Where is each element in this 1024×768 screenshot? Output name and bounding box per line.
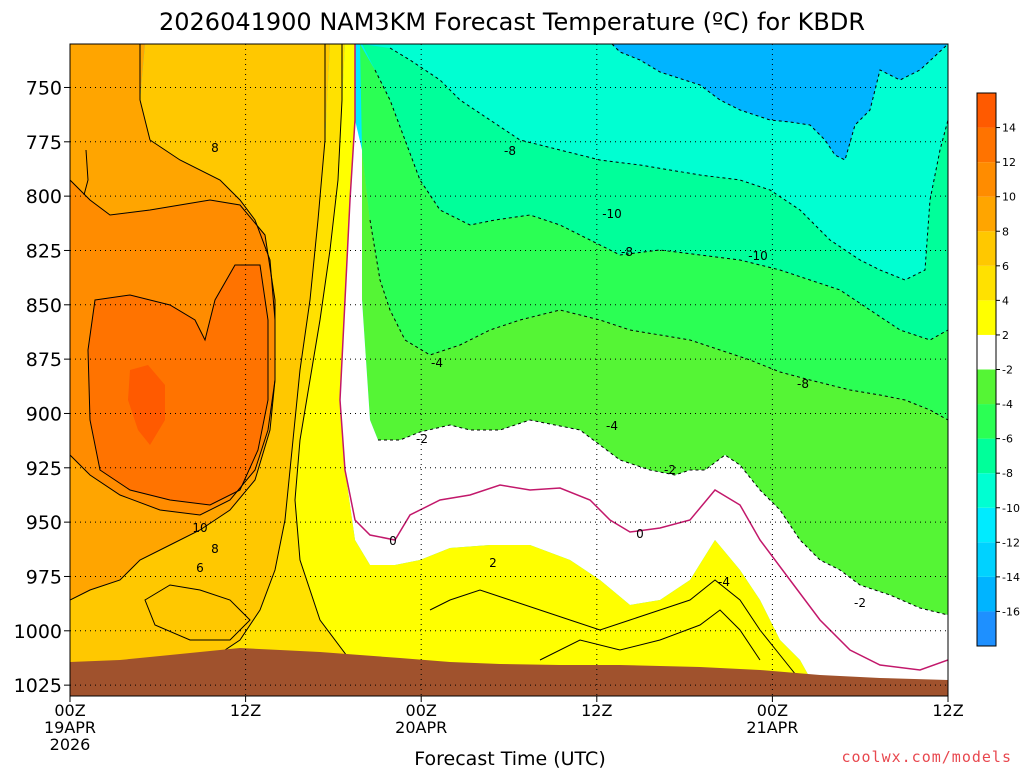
band-minus-10 [362, 44, 948, 340]
band-minus-14 [612, 44, 948, 160]
contour-label: 6 [196, 561, 204, 575]
colorbar-label: -4 [1002, 398, 1013, 411]
contour-label: -2 [664, 463, 676, 477]
contour-label: 0 [636, 527, 644, 541]
colorbar-swatch [977, 507, 996, 543]
x-tick-label: 19APR [44, 718, 96, 737]
chart-title: 2026041900 NAM3KM Forecast Temperature (… [159, 8, 865, 36]
colorbar-swatch [977, 576, 996, 612]
contour-label: -8 [621, 245, 633, 259]
band-minus-6 [362, 150, 948, 615]
colorbar-swatch [977, 334, 996, 370]
y-tick-label: 750 [26, 77, 62, 99]
y-axis: 750 775 800 825 850 875 900 925 950 975 1000 1025 [14, 77, 70, 697]
contour-label: -2 [416, 432, 428, 446]
band-minus-8 [360, 44, 948, 420]
colorbar-label: 14 [1002, 122, 1016, 135]
y-tick-label: 925 [26, 458, 62, 480]
colorbar-label: -14 [1002, 571, 1020, 584]
band-near-zero [340, 120, 948, 696]
contour-label: 10 [192, 521, 207, 535]
contour-label: -8 [797, 377, 809, 391]
colorbar-swatch [977, 369, 996, 405]
colorbar-swatch [977, 438, 996, 474]
x-tick-label: 12Z [581, 701, 612, 720]
colorbar-swatch [977, 265, 996, 301]
y-tick-label: 900 [26, 403, 62, 425]
colorbar-label: -8 [1002, 467, 1013, 480]
y-tick-label: 1000 [14, 621, 62, 643]
x-tick-label: 00Z [406, 701, 437, 720]
y-tick-label: 800 [26, 186, 62, 208]
credit-text: coolwx.com/models [841, 748, 1012, 766]
contour-lines [70, 44, 801, 696]
band-plus-6 [70, 44, 330, 696]
colorbar-swatch [977, 300, 996, 335]
contour-label: -2 [854, 596, 866, 610]
contour-label: 8 [211, 141, 219, 155]
contour-label: -10 [748, 249, 768, 263]
contour-label: -8 [504, 144, 516, 158]
colorbar-swatch [977, 231, 996, 266]
contour-label-group: 8 10 8 6 -8 -10 -8 -10 -4 -2 -4 -2 -8 0 … [192, 141, 866, 610]
colorbar-label: 4 [1002, 294, 1009, 307]
colorbar-label: -16 [1002, 605, 1020, 618]
colorbar-label: 6 [1002, 260, 1009, 273]
x-tick-label: 00Z [54, 701, 85, 720]
contour-label: -4 [718, 575, 730, 589]
colorbar-swatch [977, 542, 996, 577]
contour-label: 2 [489, 556, 497, 570]
y-tick-label: 975 [26, 566, 62, 588]
contour-label: -4 [431, 356, 443, 370]
band-minus-12 [370, 44, 948, 280]
y-tick-label: 875 [26, 349, 62, 371]
ground-surface [70, 648, 948, 696]
colorbar-label: -12 [1002, 536, 1020, 549]
contour-label: 8 [211, 542, 219, 556]
colorbar-swatch [977, 404, 996, 439]
contour-label: 0 [389, 534, 397, 548]
colorbar-label: 2 [1002, 329, 1009, 342]
y-tick-label: 950 [26, 512, 62, 534]
temperature-fill-layers [70, 44, 948, 696]
y-tick-label: 1025 [14, 675, 62, 697]
band-plus-12 [88, 265, 268, 505]
y-tick-label: 850 [26, 295, 62, 317]
colorbar-label: -6 [1002, 433, 1013, 446]
colorbar-label: 10 [1002, 191, 1016, 204]
colorbar-label: -2 [1002, 364, 1013, 377]
contour-label: -4 [606, 419, 618, 433]
x-tick-label: 21APR [746, 718, 798, 737]
colorbar-swatch [977, 93, 996, 128]
colorbar-swatch [977, 127, 996, 163]
x-tick-label: 20APR [395, 718, 447, 737]
colorbar-swatch [977, 473, 996, 508]
contour-negative-lines [369, 44, 948, 616]
colorbar-swatch [977, 196, 996, 232]
plot-frame [69, 43, 949, 697]
x-tick-label: 2026 [50, 735, 91, 754]
colorbar-legend: -16 -14 -12 -10 -8 -6 -4 -2 2 4 6 8 10 12 14 [976, 92, 1020, 647]
band-plus-14 [128, 365, 165, 445]
contour-label: -10 [602, 207, 622, 221]
colorbar-label: 8 [1002, 225, 1009, 238]
colorbar-label: -10 [1002, 502, 1020, 515]
x-tick-label: 12Z [230, 701, 261, 720]
x-tick-label: 12Z [932, 701, 963, 720]
colorbar-swatch [977, 611, 996, 646]
x-axis-label: Forecast Time (UTC) [414, 748, 605, 768]
colorbar-swatch [977, 162, 996, 197]
y-tick-label: 825 [26, 240, 62, 262]
y-tick-label: 775 [26, 132, 62, 154]
contour-zero-line [339, 44, 948, 671]
x-tick-label: 00Z [757, 701, 788, 720]
colorbar-label: 12 [1002, 156, 1016, 169]
band-plus-2 [295, 44, 820, 696]
